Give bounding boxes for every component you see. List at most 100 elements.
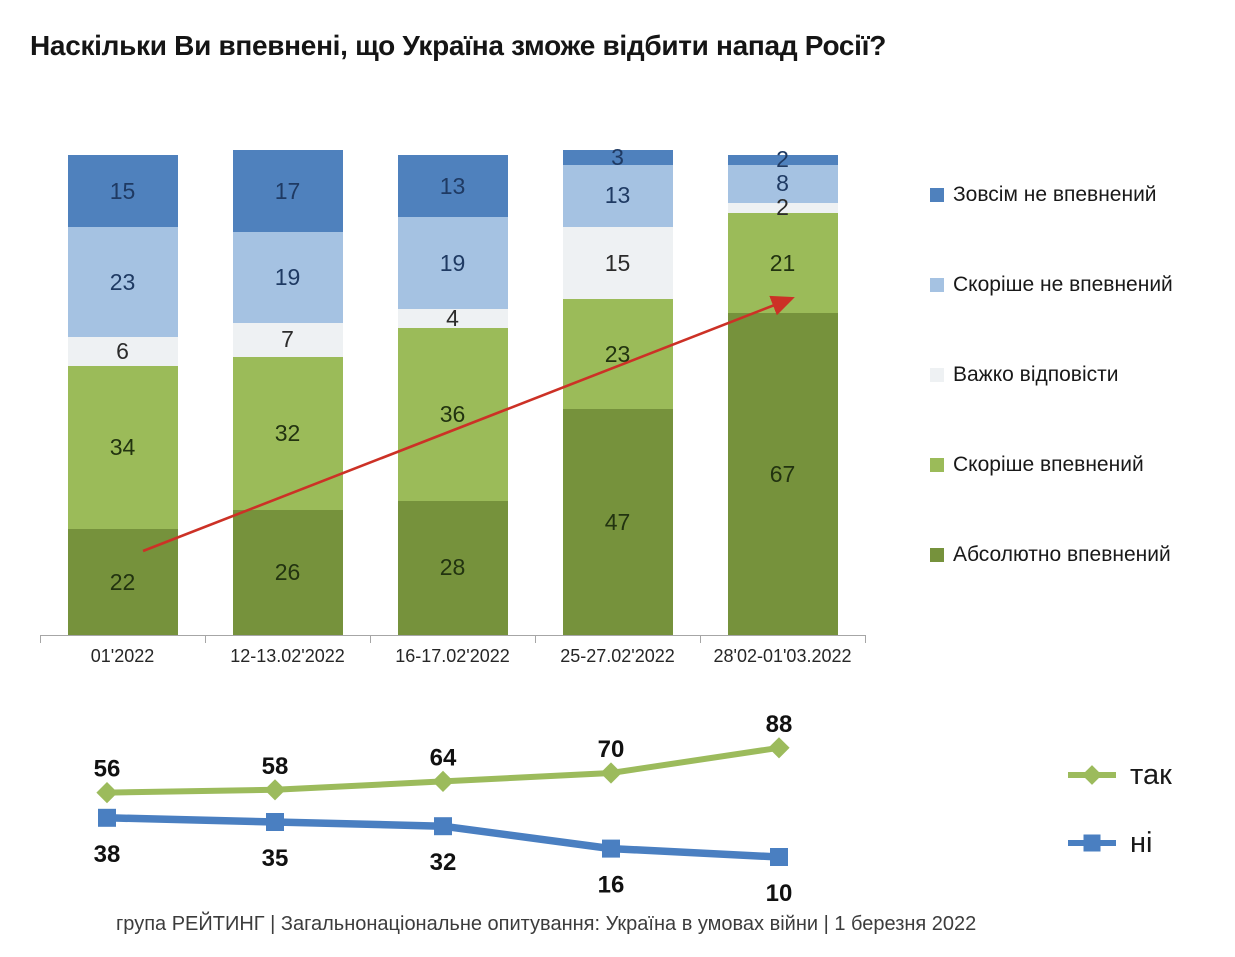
bar-segment: 67 bbox=[727, 313, 838, 635]
bar-segment-value: 6 bbox=[116, 338, 129, 365]
x-axis-labels: 01'2022 12-13.02'2022 16-17.02'2022 25-27.0… bbox=[40, 646, 865, 667]
axis-tick bbox=[370, 635, 371, 643]
x-axis-label: 28'02-01'03.2022 bbox=[713, 646, 852, 666]
bar-segment-value: 26 bbox=[274, 559, 301, 586]
bar-segment-value: 13 bbox=[604, 182, 631, 209]
bar-column: 3 13 15 23 47 bbox=[562, 145, 673, 635]
line-legend-item: ні bbox=[1068, 826, 1172, 860]
x-axis-label: 01'2022 bbox=[90, 646, 155, 666]
legend-swatch-icon bbox=[930, 188, 944, 202]
square-marker-icon bbox=[266, 813, 284, 831]
bar-segment-value: 19 bbox=[439, 249, 466, 276]
bar-segment: 2 bbox=[727, 196, 838, 219]
bar-segment-value: 67 bbox=[769, 460, 796, 487]
line-point-value: 56 bbox=[94, 756, 121, 783]
line-point-value: 64 bbox=[430, 744, 457, 771]
bar-segment-value: 13 bbox=[439, 172, 466, 199]
line-point-value: 35 bbox=[262, 845, 289, 872]
bar-segment: 23 bbox=[562, 299, 673, 410]
line-legend-label: так bbox=[1130, 758, 1172, 791]
bar-segment: 13 bbox=[562, 164, 673, 228]
bar-segment-value: 2 bbox=[776, 194, 789, 221]
bar-segment-value: 2 bbox=[776, 146, 789, 173]
diamond-marker-icon bbox=[768, 737, 790, 759]
bar-segment-value: 4 bbox=[446, 304, 459, 331]
line-point-value: 58 bbox=[262, 753, 289, 780]
legend-swatch-icon bbox=[930, 548, 944, 562]
square-icon bbox=[1083, 834, 1101, 852]
legend-label: Зовсім не впевнений bbox=[953, 183, 1157, 206]
bar-column: 13 19 4 36 28 bbox=[397, 155, 508, 635]
axis-tick bbox=[40, 635, 41, 643]
legend-item: Зовсім не впевнений bbox=[930, 183, 1173, 207]
bar-segment-value: 15 bbox=[604, 249, 631, 276]
bar-segment: 34 bbox=[67, 366, 178, 530]
legend-label: Важко відповісти bbox=[953, 363, 1119, 386]
x-axis-label: 25-27.02'2022 bbox=[560, 646, 675, 666]
legend-label: Абсолютно впевнений bbox=[953, 543, 1171, 566]
line-point-value: 16 bbox=[598, 872, 625, 899]
bar-plot-area: 15 23 6 34 22 17 19 7 32 26 13 19 4 36 28 3 13 15 23 47 2 8 2 2… bbox=[40, 140, 865, 635]
bar-segment: 28 bbox=[397, 500, 508, 635]
line-chart-legend: так ні bbox=[1068, 758, 1172, 860]
bar-segment-value: 21 bbox=[769, 249, 796, 276]
bar-segment-value: 36 bbox=[439, 400, 466, 427]
bar-segment-value: 23 bbox=[604, 340, 631, 367]
axis-tick bbox=[865, 635, 866, 643]
bar-segment-value: 23 bbox=[109, 268, 136, 295]
bar-segment: 15 bbox=[562, 227, 673, 300]
line-point-value: 32 bbox=[430, 849, 457, 876]
line-legend-marker-icon bbox=[1068, 765, 1116, 785]
bar-segment-value: 22 bbox=[109, 568, 136, 595]
diamond-marker-icon bbox=[264, 779, 286, 801]
legend-item: Важко відповісти bbox=[930, 363, 1173, 387]
chart-title: Наскільки Ви впевнені, що Україна зможе … bbox=[30, 30, 887, 61]
bar-segment: 7 bbox=[232, 323, 343, 357]
bar-segment: 17 bbox=[232, 150, 343, 232]
line-series-ні bbox=[103, 814, 783, 861]
diamond-icon bbox=[1082, 765, 1102, 785]
bar-segment-value: 15 bbox=[109, 177, 136, 204]
axis-tick bbox=[535, 635, 536, 643]
line-legend-marker-icon bbox=[1068, 834, 1116, 852]
bar-segment: 22 bbox=[67, 529, 178, 635]
square-marker-icon bbox=[98, 808, 116, 827]
bar-segment: 47 bbox=[562, 409, 673, 635]
bar-segment: 26 bbox=[232, 510, 343, 635]
line-point-value: 10 bbox=[766, 880, 793, 907]
bar-segment: 15 bbox=[67, 155, 178, 228]
line-point-value: 70 bbox=[598, 736, 625, 763]
bar-column: 17 19 7 32 26 bbox=[232, 150, 343, 635]
diamond-marker-icon bbox=[96, 781, 118, 804]
line-point-value: 38 bbox=[94, 841, 121, 868]
x-axis-label: 12-13.02'2022 bbox=[230, 646, 345, 666]
legend-label: Скоріше не впевнений bbox=[953, 273, 1173, 296]
bar-segment-value: 19 bbox=[274, 263, 301, 290]
bar-segment: 19 bbox=[397, 217, 508, 309]
line-legend-label: ні bbox=[1130, 826, 1153, 859]
axis-tick bbox=[205, 635, 206, 643]
bar-segment-value: 3 bbox=[611, 143, 624, 170]
bar-segment: 23 bbox=[67, 227, 178, 338]
bar-segment-value: 8 bbox=[776, 170, 789, 197]
bar-column: 2 8 2 21 67 bbox=[727, 148, 838, 635]
legend-swatch-icon bbox=[930, 368, 944, 382]
bar-chart-legend: Зовсім не впевнений Скоріше не впевнений В… bbox=[930, 183, 1173, 567]
bar-segment-value: 32 bbox=[274, 419, 301, 446]
diamond-marker-icon bbox=[432, 770, 454, 793]
legend-item: Скоріше не впевнений bbox=[930, 273, 1173, 297]
bar-column: 15 23 6 34 22 bbox=[67, 155, 178, 635]
source-note: група РЕЙТИНГ | Загальнонаціональне опит… bbox=[116, 913, 977, 935]
axis-tick bbox=[700, 635, 701, 643]
line-point-value: 88 bbox=[766, 711, 793, 738]
bar-segment: 32 bbox=[232, 356, 343, 511]
bar-segment: 8 bbox=[727, 164, 838, 204]
legend-swatch-icon bbox=[930, 458, 944, 472]
bar-segment: 36 bbox=[397, 327, 508, 501]
bar-segment: 3 bbox=[562, 145, 673, 168]
bar-segment: 13 bbox=[397, 155, 508, 218]
bar-segment: 4 bbox=[397, 304, 508, 331]
square-marker-icon bbox=[770, 848, 788, 866]
diamond-marker-icon bbox=[600, 762, 622, 784]
